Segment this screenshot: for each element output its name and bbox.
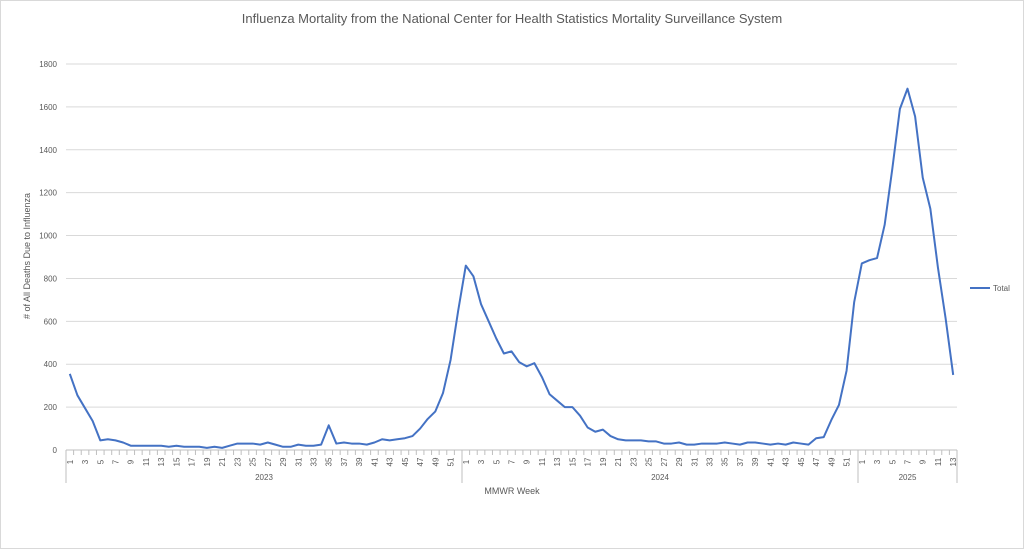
x-tick-label: 13 — [949, 457, 958, 466]
x-tick-label: 31 — [690, 457, 699, 466]
y-tick-label: 600 — [44, 317, 58, 326]
x-tick-label: 31 — [294, 457, 303, 466]
x-tick-label: 1 — [462, 459, 471, 464]
x-tick-label: 7 — [508, 459, 517, 464]
x-tick-label: 51 — [447, 457, 456, 466]
x-tick-label: 3 — [477, 459, 486, 464]
x-tick-label: 5 — [492, 459, 501, 464]
x-tick-label: 49 — [431, 457, 440, 466]
x-tick-label: 15 — [172, 457, 181, 466]
x-tick-label: 11 — [142, 457, 151, 466]
x-tick-label: 13 — [553, 457, 562, 466]
x-tick-label: 1 — [858, 459, 867, 464]
x-tick-label: 39 — [355, 457, 364, 466]
x-tick-label: 37 — [736, 457, 745, 466]
x-tick-label: 3 — [81, 459, 90, 464]
y-tick-label: 1200 — [39, 189, 57, 198]
x-tick-label: 7 — [112, 459, 121, 464]
x-tick-label: 43 — [782, 457, 791, 466]
x-tick-label: 35 — [721, 457, 730, 466]
y-axis: 0 200 400 600 800 1000 1200 1400 1600 1800 — [39, 60, 57, 455]
x-tick-label: 41 — [766, 457, 775, 466]
x-tick-label: 15 — [568, 457, 577, 466]
gridlines — [66, 63, 957, 408]
x-axis-title: MMWR Week — [484, 486, 540, 496]
x-tick-label: 47 — [812, 457, 821, 466]
x-tick-label: 19 — [203, 457, 212, 466]
year-label: 2023 — [255, 473, 273, 482]
x-axis: 1 3 5 7 9 11 13 15 17 19 21 23 25 27 29 31 33 35 37 39 41 43 4… — [65, 449, 958, 483]
x-tick-label: 41 — [370, 457, 379, 466]
chart-title: Influenza Mortality from the National Ce… — [241, 11, 783, 26]
legend: Total — [970, 284, 1010, 293]
y-tick-label: 1600 — [39, 103, 57, 112]
y-tick-label: 200 — [44, 403, 58, 412]
y-tick-label: 1800 — [39, 60, 57, 69]
x-tick-label: 23 — [629, 457, 638, 466]
x-tick-label: 17 — [188, 457, 197, 466]
x-tick-label: 9 — [919, 459, 928, 464]
x-tick-label: 45 — [401, 457, 410, 466]
y-tick-label: 0 — [53, 446, 58, 455]
y-tick-label: 800 — [44, 274, 58, 283]
x-tick-label: 45 — [797, 457, 806, 466]
x-tick-label: 43 — [386, 457, 395, 466]
x-tick-label: 49 — [827, 457, 836, 466]
x-tick-label: 17 — [584, 457, 593, 466]
x-tick-label: 9 — [523, 459, 532, 464]
x-tick-label: 19 — [599, 457, 608, 466]
year-label: 2024 — [651, 473, 669, 482]
x-tick-label: 9 — [127, 459, 136, 464]
x-tick-label: 7 — [904, 459, 913, 464]
y-tick-label: 400 — [44, 360, 58, 369]
x-tick-label: 51 — [843, 457, 852, 466]
year-label: 2025 — [899, 473, 917, 482]
x-tick-label: 3 — [873, 459, 882, 464]
x-tick-label: 33 — [310, 457, 319, 466]
x-tick-label: 13 — [157, 457, 166, 466]
x-tick-label: 27 — [264, 457, 273, 466]
x-tick-label: 35 — [325, 457, 334, 466]
x-tick-label: 25 — [249, 457, 258, 466]
x-tick-label: 11 — [538, 457, 547, 466]
x-tick-label: 23 — [233, 457, 242, 466]
x-tick-label: 25 — [645, 457, 654, 466]
x-tick-label: 33 — [706, 457, 715, 466]
x-tick-label: 5 — [888, 459, 897, 464]
legend-label-total: Total — [993, 284, 1010, 293]
x-tick-label: 11 — [934, 457, 943, 466]
x-tick-label: 27 — [660, 457, 669, 466]
x-tick-label: 47 — [416, 457, 425, 466]
y-tick-label: 1400 — [39, 146, 57, 155]
y-tick-label: 1000 — [39, 232, 57, 241]
x-tick-label: 1 — [66, 459, 75, 464]
x-tick-label: 29 — [675, 457, 684, 466]
x-tick-label: 29 — [279, 457, 288, 466]
x-tick-label: 21 — [218, 457, 227, 466]
x-tick-label: 5 — [96, 459, 105, 464]
y-axis-title: # of All Deaths Due to Influenza — [22, 193, 32, 319]
series-line-total — [68, 87, 955, 449]
x-tick-label: 39 — [751, 457, 760, 466]
x-tick-label: 37 — [340, 457, 349, 466]
x-tick-label: 21 — [614, 457, 623, 466]
